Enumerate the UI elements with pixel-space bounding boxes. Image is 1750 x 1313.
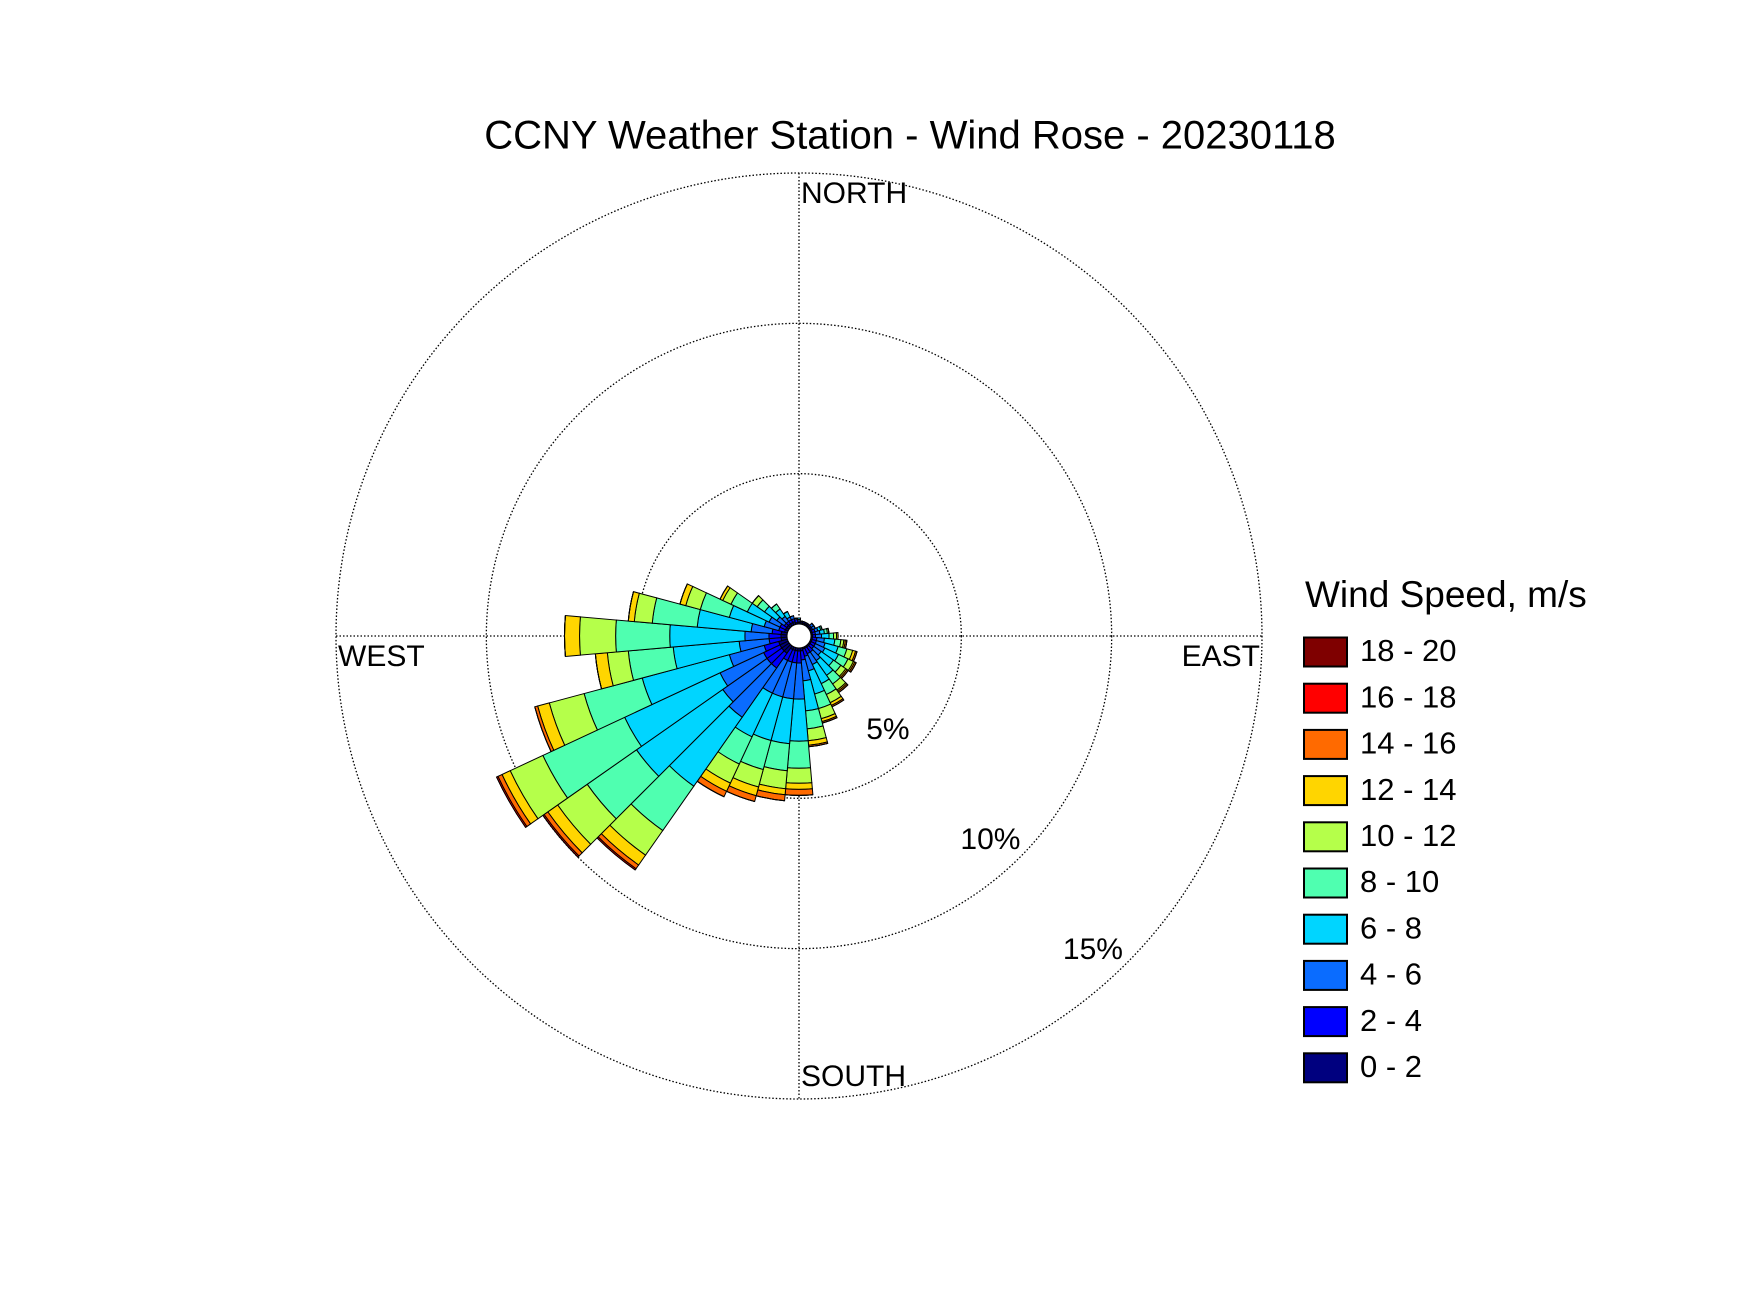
direction-label: EAST [1182, 640, 1260, 673]
grid-ring [636, 473, 962, 799]
wind-segment [564, 615, 566, 657]
legend-label: 10 - 12 [1360, 818, 1457, 853]
r-tick-label: 5% [866, 713, 909, 746]
legend-swatch [1303, 1052, 1348, 1084]
r-tick-label: 10% [960, 823, 1020, 856]
center-hole [786, 623, 812, 649]
wind-segment [794, 617, 798, 620]
legend-label: 2 - 4 [1360, 1003, 1422, 1038]
wind-segment [627, 591, 634, 622]
wind-segment [850, 662, 857, 673]
wind-segment [679, 583, 688, 605]
wind-segment [579, 616, 617, 656]
legend-label: 0 - 2 [1360, 1049, 1422, 1084]
legend-title: Wind Speed, m/s [1305, 574, 1587, 615]
legend-label: 8 - 10 [1360, 864, 1439, 899]
wind-segment [564, 615, 581, 657]
legend-swatch [1303, 775, 1348, 807]
legend-swatch [1303, 867, 1348, 899]
legend-swatch [1303, 959, 1348, 991]
wind-segment [785, 782, 813, 790]
legend-label: 18 - 20 [1360, 633, 1457, 668]
wind-segment [771, 603, 777, 609]
legend-label: 16 - 18 [1360, 679, 1457, 714]
legend-label: 14 - 16 [1360, 726, 1457, 761]
wind-segment [615, 619, 671, 653]
legend-swatch [1303, 821, 1348, 853]
chart-title: CCNY Weather Station - Wind Rose - 20230… [484, 114, 1336, 158]
wind-segment [534, 706, 552, 752]
legend-swatch [1303, 1006, 1348, 1038]
direction-label: SOUTH [801, 1060, 906, 1093]
wind-segment [786, 740, 812, 769]
direction-label: WEST [338, 640, 425, 673]
wind-segment [828, 632, 835, 640]
legend-swatch [1303, 636, 1348, 668]
legend-label: 4 - 6 [1360, 957, 1422, 992]
r-tick-label: 15% [1063, 933, 1123, 966]
wind-segment [751, 595, 759, 604]
legend-swatch [1303, 728, 1348, 760]
wind-segment [784, 788, 814, 796]
direction-label: NORTH [801, 177, 907, 210]
grid-ring [335, 172, 1263, 1100]
wind-segment [785, 767, 813, 784]
legend-label: 6 - 8 [1360, 910, 1422, 945]
legend-label: 12 - 14 [1360, 772, 1457, 807]
legend-swatch [1303, 913, 1348, 945]
grid-ring [485, 322, 1113, 950]
legend-swatch [1303, 682, 1348, 714]
